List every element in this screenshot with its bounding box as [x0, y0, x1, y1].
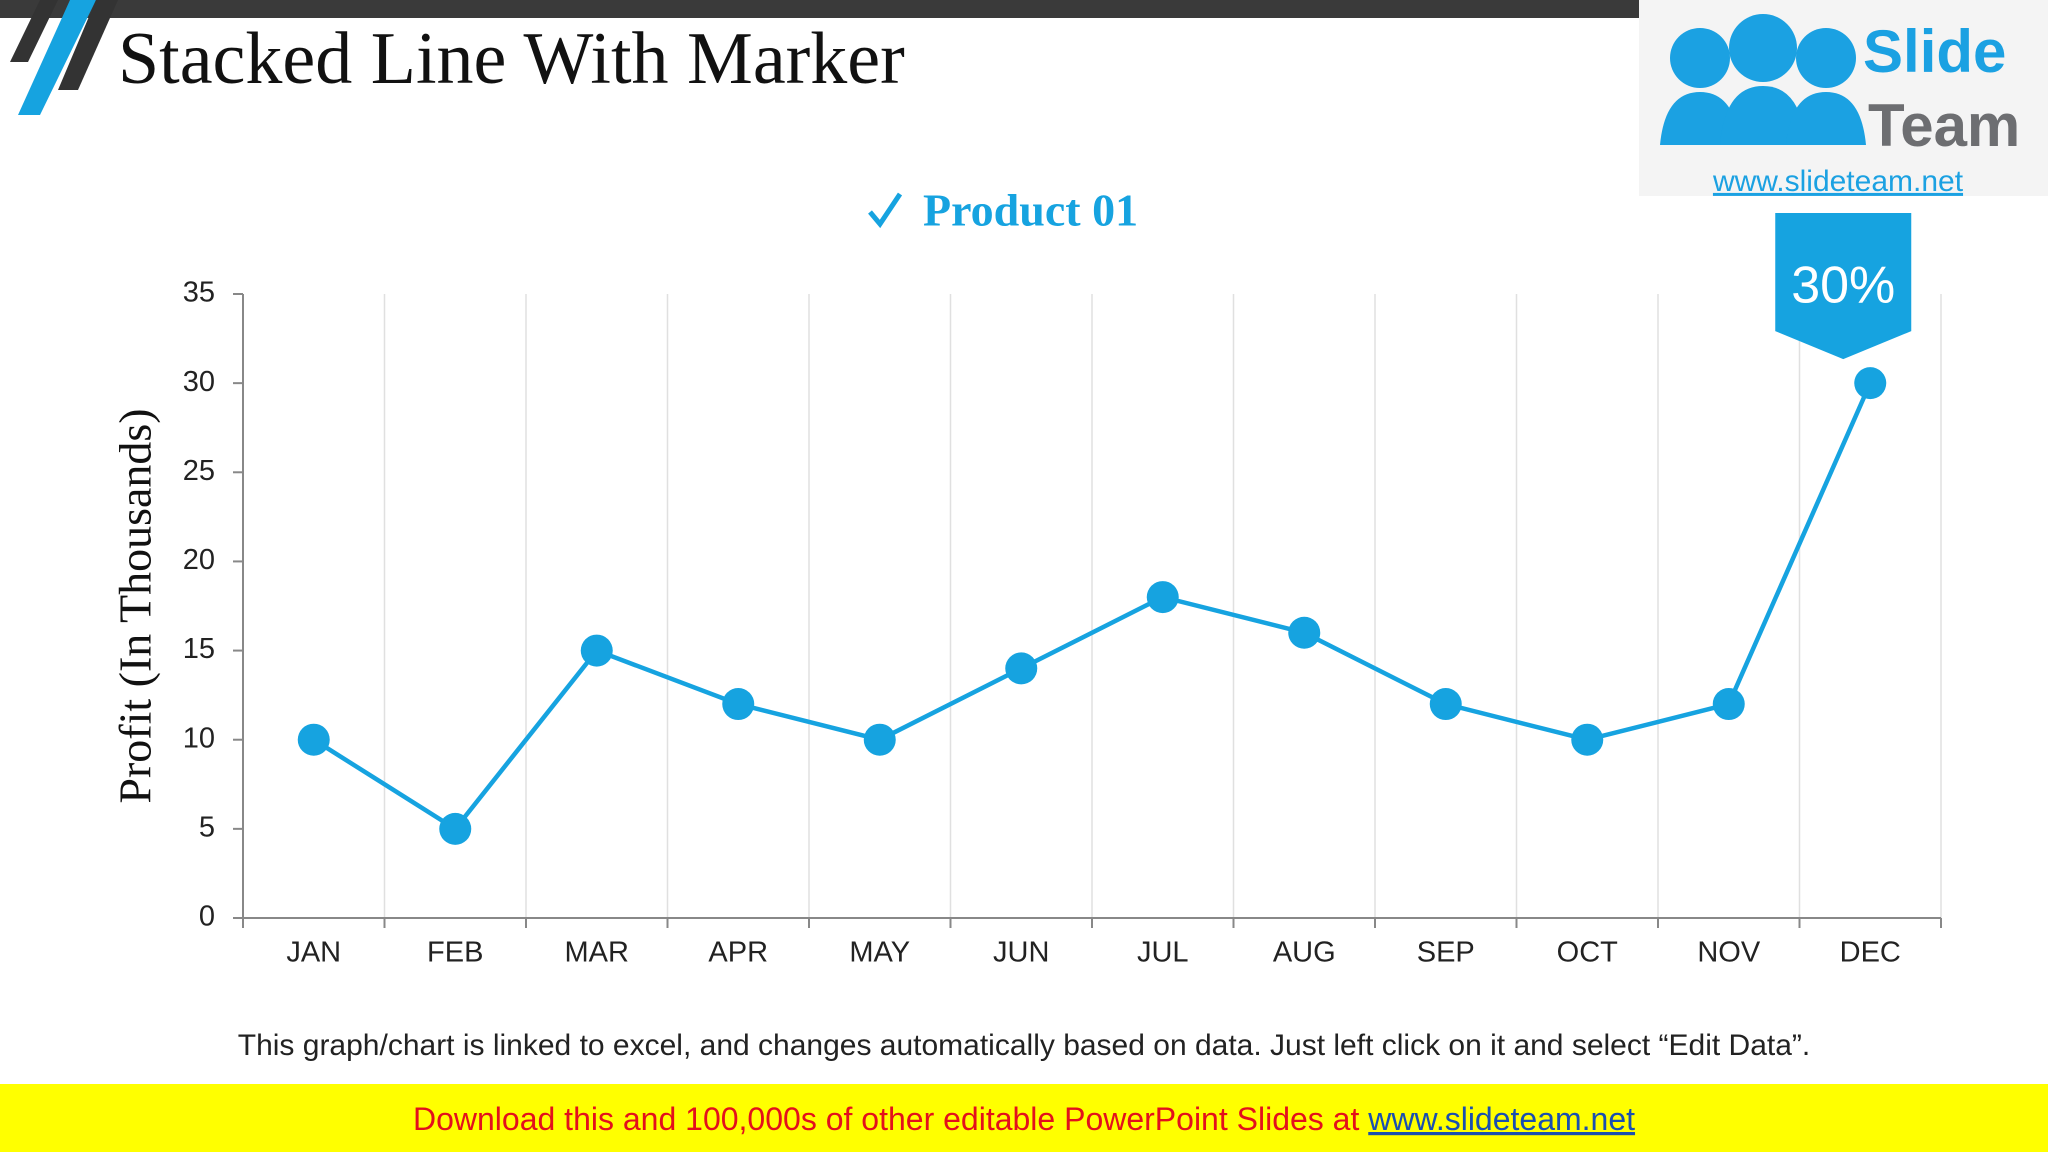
- banner-text: Download this and 100,000s of other edit…: [413, 1101, 1635, 1137]
- logo-text: Team: [1868, 92, 2020, 159]
- line-marker: [297, 723, 330, 756]
- x-tick-label: SEP: [1417, 937, 1475, 969]
- line-marker: [1571, 723, 1604, 756]
- y-tick-label: 15: [183, 633, 215, 665]
- y-tick-label: 25: [183, 455, 215, 487]
- line-marker: [1288, 616, 1321, 649]
- line-marker: [439, 812, 472, 845]
- line-marker: [722, 688, 755, 721]
- top-bar: [0, 0, 1639, 18]
- y-tick-label: 5: [199, 812, 215, 844]
- logo: Slide Team www.slideteam.net: [1639, 0, 2048, 198]
- legend-check: [868, 192, 903, 229]
- series-line: [312, 382, 1873, 832]
- line-marker: [1712, 688, 1745, 721]
- banner: [0, 1084, 2048, 1152]
- x-tick-label: FEB: [427, 937, 483, 969]
- logo-head: [1670, 28, 1730, 88]
- annotation: 30%: [1791, 257, 1895, 315]
- stripe: [18, 0, 96, 115]
- logo-text: Slide: [1863, 18, 2006, 85]
- banner-message: Download this and 100,000s of other edit…: [413, 1101, 1368, 1137]
- x-tick-label: MAY: [849, 937, 910, 969]
- y-tick-label: 20: [183, 544, 215, 576]
- title: Stacked Line With Marker: [118, 18, 905, 100]
- logo-body: [1720, 86, 1806, 145]
- x-tick-label: AUG: [1273, 937, 1336, 969]
- y-tick-label: 0: [199, 901, 215, 933]
- legend-label: Product 01: [923, 185, 1138, 236]
- line-marker: [1854, 367, 1887, 400]
- x-tick-label: NOV: [1697, 937, 1761, 969]
- line-marker: [1429, 688, 1462, 721]
- x-tick-label: JUL: [1137, 937, 1189, 969]
- plot: 0 5 10 15 20 25 30 35 JAN FEB MAR APR MAY JUN JUL AUG SE…: [183, 213, 1942, 969]
- x-tick-label: OCT: [1557, 937, 1619, 969]
- banner-link[interactable]: www.slideteam.net: [1367, 1101, 1635, 1137]
- line-marker: [1146, 581, 1179, 614]
- x-tick-label: JAN: [286, 937, 341, 969]
- logo-url[interactable]: www.slideteam.net: [1712, 165, 1964, 198]
- stripe: [58, 0, 118, 90]
- annotation-callout: [1775, 213, 1912, 360]
- line-marker: [580, 634, 613, 667]
- x-tick-label: DEC: [1840, 937, 1901, 969]
- logo-head: [1796, 28, 1856, 88]
- stripe: [10, 0, 58, 62]
- line-marker: [863, 723, 896, 756]
- y-axis-label: Profit (In Thousands): [110, 408, 161, 803]
- y-tick-label: 35: [183, 277, 215, 309]
- logo-body: [1660, 92, 1740, 145]
- logo-body: [1786, 92, 1866, 145]
- logo-head: [1729, 14, 1797, 82]
- y-tick-label: 10: [183, 722, 215, 754]
- x-tick-label: MAR: [565, 937, 629, 969]
- line-marker: [1005, 652, 1038, 685]
- x-tick-label: APR: [708, 937, 768, 969]
- footnote: This graph/chart is linked to excel, and…: [238, 1029, 1811, 1062]
- x-tick-label: JUN: [993, 937, 1049, 969]
- y-tick-label: 30: [183, 366, 215, 398]
